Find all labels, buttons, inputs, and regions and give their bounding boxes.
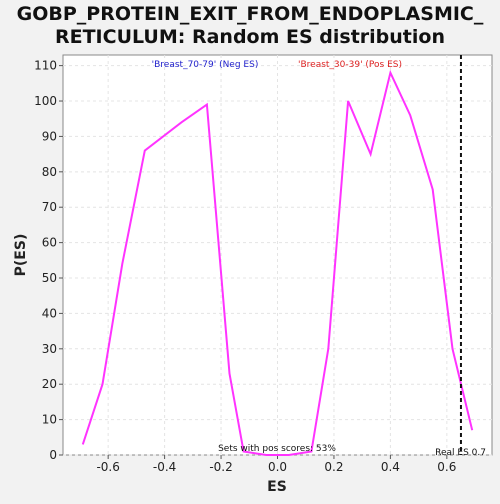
real-es-label: Real ES 0.7: [435, 448, 486, 458]
y-tick-label: 70: [42, 200, 57, 214]
x-tick-label: 0.0: [268, 460, 287, 474]
grid: [63, 55, 492, 456]
y-axis-label: P(ES): [13, 234, 29, 277]
y-tick-label: 80: [42, 165, 57, 179]
y-tick-label: 90: [42, 129, 57, 143]
x-tick-label: 0.6: [437, 460, 456, 474]
axis-ticks: -0.6 -0.4 -0.2 0.0 0.2 0.4 0.6 0 10 20 30 40 50 60 70 8…: [34, 59, 456, 474]
es-distribution-line: [81, 69, 474, 456]
x-tick-label: -0.2: [209, 460, 232, 474]
chart-title-line-1: GOBP_PROTEIN_EXIT_FROM_ENDOPLASMIC_: [17, 3, 484, 25]
y-tick-label: 10: [42, 413, 57, 427]
pos-scores-annotation: Sets with pos scores: 53%: [218, 444, 336, 454]
x-tick-label: 0.2: [324, 460, 343, 474]
x-tick-label: -0.4: [153, 460, 176, 474]
legend-pos-es: 'Breast_30-39' (Pos ES): [298, 60, 402, 70]
x-axis-label: ES: [267, 479, 287, 495]
y-tick-label: 30: [42, 342, 57, 356]
x-tick-label: 0.4: [381, 460, 400, 474]
legend-neg-es: 'Breast_70-79' (Neg ES): [152, 60, 259, 70]
series-layer: [81, 69, 474, 456]
y-tick-label: 60: [42, 236, 57, 250]
chart-title-line-2: RETICULUM: Random ES distribution: [55, 26, 445, 48]
y-tick-label: 50: [42, 271, 57, 285]
x-tick-label: -0.6: [96, 460, 119, 474]
y-tick-label: 100: [34, 94, 57, 108]
y-tick-label: 20: [42, 377, 57, 391]
y-tick-label: 110: [34, 59, 57, 73]
y-tick-label: 0: [49, 448, 57, 462]
y-tick-label: 40: [42, 306, 57, 320]
